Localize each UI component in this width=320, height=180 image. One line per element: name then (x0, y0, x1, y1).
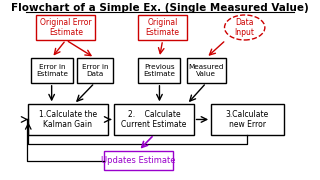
FancyBboxPatch shape (114, 104, 194, 135)
Text: Original
Estimate: Original Estimate (146, 18, 180, 37)
FancyBboxPatch shape (36, 15, 95, 40)
Text: Error in
Data: Error in Data (82, 64, 108, 77)
FancyBboxPatch shape (104, 151, 173, 170)
FancyBboxPatch shape (28, 104, 108, 135)
Text: 1.Calculate the
Kalman Gain: 1.Calculate the Kalman Gain (39, 110, 97, 129)
Text: Flowchart of a Simple Ex. (Single Measured Value): Flowchart of a Simple Ex. (Single Measur… (11, 3, 309, 13)
FancyBboxPatch shape (211, 104, 284, 135)
Text: Original Error
Estimate: Original Error Estimate (40, 18, 92, 37)
Ellipse shape (225, 15, 265, 40)
Text: Error in
Estimate: Error in Estimate (36, 64, 68, 77)
FancyBboxPatch shape (31, 58, 73, 83)
Text: 2.    Calculate
Current Estimate: 2. Calculate Current Estimate (121, 110, 187, 129)
Text: Measured
Value: Measured Value (188, 64, 224, 77)
FancyBboxPatch shape (77, 58, 113, 83)
FancyBboxPatch shape (187, 58, 226, 83)
Text: 3.Calculate
new Error: 3.Calculate new Error (226, 110, 269, 129)
FancyBboxPatch shape (139, 58, 180, 83)
Text: Updates Estimate: Updates Estimate (101, 156, 176, 165)
Text: Previous
Estimate: Previous Estimate (143, 64, 175, 77)
Text: Data
Input: Data Input (235, 18, 255, 37)
FancyBboxPatch shape (139, 15, 187, 40)
